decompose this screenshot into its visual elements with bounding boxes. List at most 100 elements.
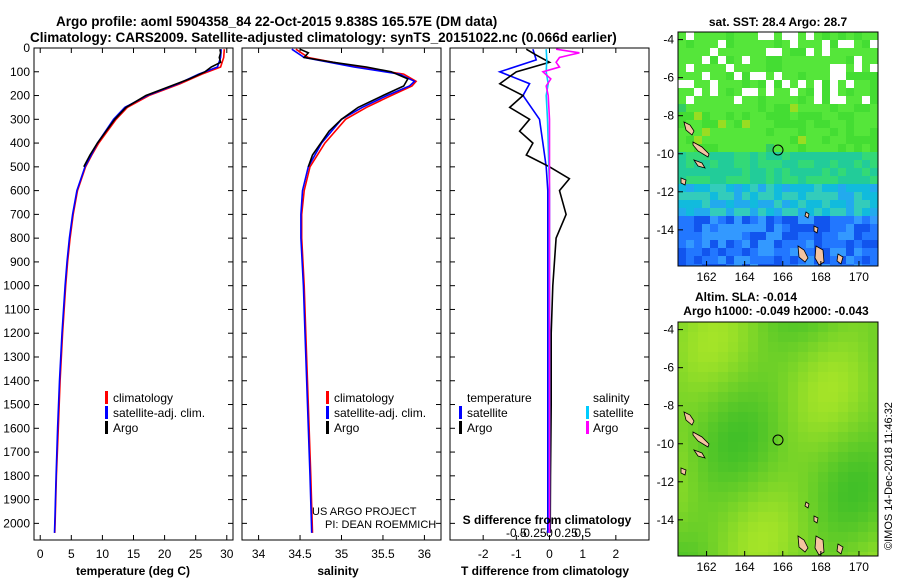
sla-cell xyxy=(738,362,748,372)
sla-cell xyxy=(798,342,808,352)
sla-cell xyxy=(748,442,758,452)
sst-cell xyxy=(806,208,814,216)
sla-cell xyxy=(818,342,828,352)
sst-cell xyxy=(798,184,806,192)
sst-cell xyxy=(718,112,726,120)
sst-cell xyxy=(822,96,830,104)
sla-cell xyxy=(828,552,838,556)
map-y-tick-label: -12 xyxy=(657,185,675,199)
sla-cell xyxy=(838,322,848,332)
sst-cell xyxy=(686,168,694,176)
sla-cell xyxy=(688,432,698,442)
legend-label-climatology: climatology xyxy=(334,391,394,405)
sst-cell xyxy=(822,72,830,80)
sst-cell xyxy=(814,56,822,64)
sla-cell xyxy=(788,402,798,412)
sla-cell xyxy=(728,422,738,432)
sla-cell xyxy=(798,422,808,432)
sla-cell xyxy=(848,472,858,482)
float-position-marker xyxy=(772,434,784,446)
sla-cell xyxy=(868,482,878,492)
sst-cell xyxy=(750,248,758,256)
sst-cell xyxy=(758,248,766,256)
sla-cell xyxy=(808,492,818,502)
sst-cell xyxy=(782,96,790,104)
sst-cell xyxy=(694,104,702,112)
sla-cell xyxy=(778,372,788,382)
sst-cell xyxy=(830,136,838,144)
sla-cell xyxy=(858,402,868,412)
sst-cell xyxy=(694,152,702,160)
sla-cell xyxy=(848,402,858,412)
sst-cell xyxy=(710,96,718,104)
sst-cell xyxy=(830,112,838,120)
sst-cell xyxy=(798,128,806,136)
sst-cell xyxy=(870,168,878,176)
sst-cell xyxy=(750,32,758,40)
sla-cell xyxy=(858,462,868,472)
sst-cell xyxy=(870,40,878,48)
sst-cell xyxy=(758,256,766,264)
sst-cell xyxy=(750,168,758,176)
series-line-s-argo xyxy=(541,48,580,533)
sst-cell xyxy=(678,32,686,40)
sst-map-axes: 162 164 166 168 170 -4 -6 -8 -10 -12 -14 xyxy=(657,33,870,284)
sst-cell xyxy=(734,168,742,176)
sst-cell xyxy=(870,112,878,120)
x-tick-label: 15 xyxy=(127,547,141,561)
sla-cell xyxy=(728,442,738,452)
sst-cell xyxy=(678,264,686,266)
depth-tick-label: 1400 xyxy=(3,374,30,388)
sst-cell xyxy=(758,264,766,266)
sst-cell xyxy=(814,240,822,248)
sst-cell xyxy=(702,32,710,40)
sla-cell xyxy=(718,332,728,342)
sla-cell xyxy=(848,532,858,542)
sst-cell xyxy=(774,160,782,168)
sst-cell xyxy=(782,72,790,80)
sst-cell xyxy=(854,72,862,80)
sst-cell xyxy=(734,256,742,264)
sla-cell xyxy=(838,422,848,432)
sst-cell xyxy=(830,48,838,56)
temperature-xlabel: temperature (deg C) xyxy=(76,564,190,578)
salinity-series xyxy=(291,48,418,533)
sst-cell xyxy=(742,80,750,88)
sla-cell xyxy=(678,462,688,472)
sst-cell xyxy=(806,168,814,176)
sla-cell xyxy=(808,482,818,492)
sla-cell xyxy=(808,382,818,392)
sst-cell xyxy=(830,152,838,160)
sst-cell xyxy=(790,144,798,152)
x-tick-label: 0 xyxy=(546,547,553,561)
sst-cell xyxy=(838,216,846,224)
sst-cell xyxy=(814,192,822,200)
sst-cell xyxy=(686,176,694,184)
sla-cell xyxy=(718,542,728,552)
sla-cell xyxy=(758,382,768,392)
sla-cell xyxy=(768,382,778,392)
sla-cell xyxy=(688,362,698,372)
sst-cell xyxy=(838,232,846,240)
sla-cell xyxy=(808,532,818,542)
sst-cell xyxy=(702,200,710,208)
sst-cell xyxy=(710,128,718,136)
sst-cell xyxy=(870,88,878,96)
sla-cell xyxy=(728,482,738,492)
sst-cell xyxy=(854,112,862,120)
sst-cell xyxy=(830,32,838,40)
sst-cell xyxy=(750,48,758,56)
sst-cell xyxy=(686,40,694,48)
sst-cell xyxy=(846,200,854,208)
sla-cell xyxy=(688,532,698,542)
sst-cell xyxy=(726,216,734,224)
sla-cell xyxy=(788,422,798,432)
sst-cell xyxy=(782,104,790,112)
sla-cell xyxy=(778,392,788,402)
map-y-tick-label: -4 xyxy=(663,33,674,47)
map-x-tick-label: 170 xyxy=(849,270,869,284)
sst-cell xyxy=(774,152,782,160)
sla-cell xyxy=(868,332,878,342)
sla-cell xyxy=(678,502,688,512)
sst-cell xyxy=(806,240,814,248)
